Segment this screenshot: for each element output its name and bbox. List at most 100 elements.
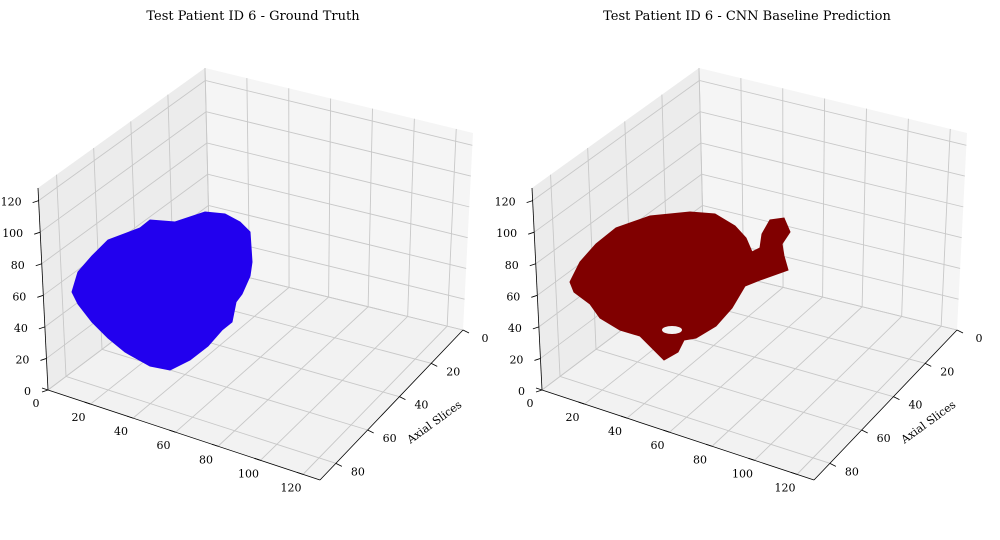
- chart-title: Test Patient ID 6 - CNN Baseline Predict…: [603, 9, 891, 24]
- y-tick-label: 40: [414, 399, 428, 412]
- z-tick: [40, 358, 47, 361]
- ground-truth-panel: Test Patient ID 6 - Ground Truth 0 20 40 60…: [1, 9, 489, 494]
- x-tick-label: 60: [651, 439, 665, 452]
- y-tick-label: 20: [446, 365, 460, 378]
- z-tick: [534, 358, 541, 361]
- y-axis-label: Axial Slices: [898, 398, 959, 447]
- x-tick: [41, 387, 49, 391]
- x-tick: [748, 457, 755, 461]
- z-tick-label: 60: [12, 290, 26, 303]
- y-tick-label: 80: [845, 465, 859, 478]
- back-pane: [205, 68, 473, 330]
- x-tick-label: 40: [114, 425, 128, 438]
- z-tick: [35, 263, 42, 267]
- z-gridline: [532, 80, 967, 201]
- y-axis-line: [319, 329, 464, 481]
- y-tick: [861, 429, 868, 434]
- x-tick: [254, 457, 261, 461]
- x-tick-label: 40: [608, 425, 622, 438]
- x-tick-label: 80: [199, 453, 213, 466]
- chart-title: Test Patient ID 6 - Ground Truth: [146, 9, 360, 24]
- z-tick: [32, 200, 39, 204]
- prediction-panel: Test Patient ID 6 - CNN Baseline Predict…: [494, 0, 994, 540]
- y-tick: [956, 329, 964, 334]
- z-tick: [529, 263, 536, 267]
- x-tick-label: 100: [238, 467, 259, 480]
- x-axis-line: [47, 389, 321, 481]
- x-tick-label: 120: [281, 481, 302, 494]
- x-tick: [705, 443, 713, 447]
- y-tick-label: 0: [976, 332, 983, 345]
- prediction-gap: [662, 326, 682, 334]
- y-tick: [367, 429, 374, 434]
- ground-truth-3d-axes: 0 20 40 60 80 100 120 0 20 40 60 80 0 20 40 60 80 100 120 A…: [1, 67, 489, 494]
- prediction-volume: [569, 211, 791, 361]
- x-axis-line: [541, 389, 815, 481]
- z-gridline: [38, 80, 473, 201]
- y-tick-label: 0: [482, 332, 489, 345]
- x-tick: [84, 401, 91, 405]
- y-tick: [399, 396, 406, 401]
- z-tick-label: 100: [496, 227, 517, 240]
- z-tick-label: 40: [508, 322, 522, 335]
- x-tick: [169, 429, 176, 433]
- z-tick: [34, 231, 41, 235]
- y-tick: [893, 396, 900, 401]
- z-axis-line: [531, 187, 543, 391]
- left-pane: [38, 68, 210, 390]
- y-tick-label: 40: [908, 399, 922, 412]
- x-tick: [663, 429, 670, 433]
- z-gridline: [535, 142, 964, 265]
- z-tick-label: 0: [518, 385, 525, 398]
- y-tick-label: 60: [383, 432, 397, 445]
- x-tick: [296, 471, 304, 475]
- y-tick-label: 60: [877, 432, 891, 445]
- z-tick: [41, 389, 49, 393]
- z-tick: [532, 326, 540, 330]
- z-tick-label: 0: [24, 385, 31, 398]
- z-gridline: [533, 111, 965, 233]
- z-axis-line: [37, 187, 49, 391]
- x-tick-label: 120: [775, 481, 796, 494]
- x-tick-label: 60: [157, 439, 171, 452]
- z-tick-label: 20: [15, 353, 29, 366]
- z-tick-label: 80: [11, 259, 25, 272]
- z-tick: [37, 294, 44, 298]
- z-gridline: [41, 142, 470, 265]
- y-tick: [925, 362, 932, 367]
- z-tick-label: 120: [495, 196, 516, 209]
- x-tick-label: 20: [566, 411, 580, 424]
- z-tick-label: 100: [2, 227, 23, 240]
- z-tick-label: 20: [509, 353, 523, 366]
- x-tick-label: 0: [33, 397, 40, 410]
- prediction-3d-axes: 0 20 40 60 80 100 120 0 20 40 60 80 0 20 40 60 80 100 120 A…: [495, 67, 983, 494]
- y-tick-label: 80: [351, 465, 365, 478]
- y-tick: [462, 329, 470, 334]
- z-gridline: [39, 111, 471, 233]
- y-axis-line: [813, 329, 958, 481]
- x-tick-label: 20: [72, 411, 86, 424]
- z-tick: [528, 231, 535, 235]
- x-tick: [790, 471, 798, 475]
- x-tick: [211, 443, 219, 447]
- z-tick: [535, 389, 543, 393]
- y-tick-label: 20: [940, 365, 954, 378]
- z-tick-label: 80: [505, 259, 519, 272]
- y-tick: [829, 462, 837, 467]
- x-tick: [620, 415, 628, 419]
- ground-truth-volume: [71, 211, 253, 371]
- y-tick: [431, 362, 438, 367]
- z-tick-label: 120: [1, 196, 22, 209]
- z-tick: [38, 326, 46, 330]
- x-tick-label: 0: [527, 397, 534, 410]
- y-tick: [335, 462, 343, 467]
- z-tick-label: 40: [14, 322, 28, 335]
- z-tick-label: 60: [506, 290, 520, 303]
- x-tick: [535, 387, 543, 391]
- x-tick: [126, 415, 134, 419]
- y-axis-label: Axial Slices: [404, 398, 465, 447]
- z-tick: [531, 294, 538, 298]
- x-tick-label: 100: [732, 467, 753, 480]
- z-tick: [526, 200, 533, 204]
- x-tick: [578, 401, 585, 405]
